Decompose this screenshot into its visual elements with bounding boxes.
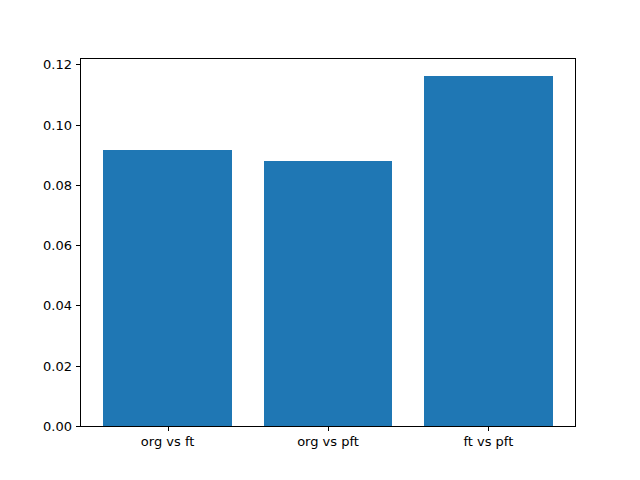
plot-area [80,58,576,427]
y-tick-mark [76,185,80,186]
y-tick-label: 0.06 [28,239,72,252]
y-tick-mark [76,426,80,427]
y-tick-label: 0.04 [28,299,72,312]
x-tick-mark [328,427,329,431]
bar-ft-vs-pft [424,76,552,426]
bar-org-vs-pft [264,161,392,426]
y-tick-label: 0.10 [28,119,72,132]
y-tick-mark [76,366,80,367]
y-tick-mark [76,305,80,306]
y-tick-label: 0.02 [28,360,72,373]
bar-org-vs-ft [103,150,231,426]
x-tick-mark [488,427,489,431]
x-tick-label: org vs pft [268,435,388,448]
y-tick-mark [76,245,80,246]
y-tick-mark [76,125,80,126]
y-tick-mark [76,64,80,65]
y-tick-label: 0.00 [28,420,72,433]
x-tick-label: org vs ft [108,435,228,448]
y-tick-label: 0.08 [28,179,72,192]
x-tick-mark [168,427,169,431]
y-tick-label: 0.12 [28,58,72,71]
x-tick-label: ft vs pft [428,435,548,448]
figure-canvas: 0.00 0.02 0.04 0.06 0.08 0.10 0.12 org vs ft or… [0,0,640,480]
